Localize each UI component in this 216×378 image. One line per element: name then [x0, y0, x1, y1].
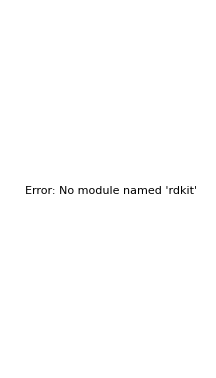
Text: Error: No module named 'rdkit': Error: No module named 'rdkit': [25, 186, 197, 196]
